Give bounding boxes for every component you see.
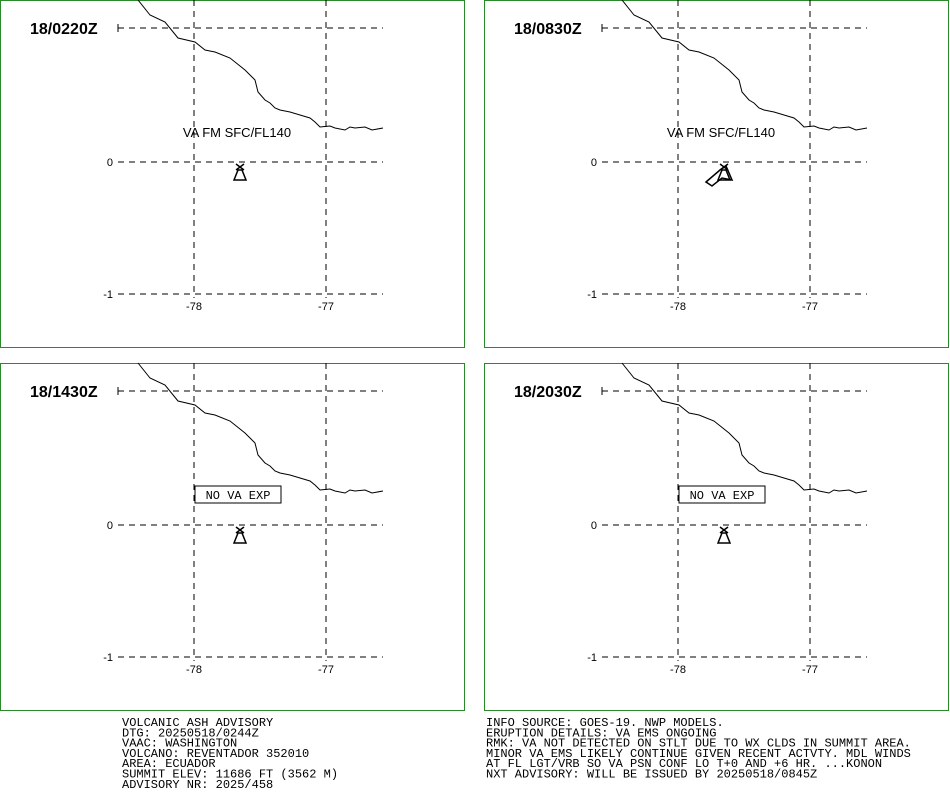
va-label: NO VA EXP — [206, 489, 271, 503]
lon-tick-label: -77 — [802, 664, 818, 676]
volcano-symbol — [716, 526, 732, 544]
panel-frame — [484, 0, 949, 348]
valid-time: 18/0220Z — [30, 21, 98, 38]
lat-tick-label: -1 — [103, 289, 113, 301]
advisory-line: VOLCANIC ASH ADVISORY — [122, 716, 273, 730]
label-box — [678, 485, 766, 504]
advisory-line: VAAC: WASHINGTON — [122, 737, 237, 751]
panel-frame — [0, 0, 465, 348]
advisory-line: AREA: ECUADOR — [122, 757, 216, 771]
lon-tick-label: -78 — [670, 664, 686, 676]
advisory-line: DTG: 20250518/0244Z — [122, 726, 259, 740]
map-panel: 0 -1 -78 -77 18/0830Z VA FM SFC/FL140 — [484, 0, 949, 348]
coastline — [621, 0, 868, 131]
advisory-line: VOLCANO: REVENTADOR 352010 — [122, 747, 309, 761]
advisory-line: SUMMIT ELEV: 11686 FT (3562 M) — [122, 768, 338, 782]
advisory-line: INFO SOURCE: GOES-19. NWP MODELS. — [486, 716, 724, 730]
lat-tick-label: 0 — [107, 520, 113, 532]
advisory-line: ERUPTION DETAILS: VA EMS ONGOING — [486, 726, 716, 740]
coastline — [621, 362, 868, 494]
advisory-line: AT FL LGT/VRB SO VA PSN CONF LO T+0 AND … — [486, 757, 882, 771]
valid-time: 18/1430Z — [30, 384, 98, 401]
advisory-line: ADVISORY NR: 2025/458 — [122, 778, 273, 792]
va-label: VA FM SFC/FL140 — [183, 125, 291, 140]
advisory-line: NXT ADVISORY: WILL BE ISSUED BY 20250518… — [486, 768, 817, 782]
valid-time: 18/2030Z — [514, 384, 582, 401]
lat-tick-label: -1 — [587, 652, 597, 664]
coastline — [137, 0, 384, 131]
lon-tick-label: -78 — [186, 301, 202, 313]
lat-tick-label: -1 — [587, 289, 597, 301]
advisory-line: RMK: VA NOT DETECTED ON STLT DUE TO WX C… — [486, 737, 911, 751]
lat-tick-label: 0 — [591, 520, 597, 532]
panel-frame — [0, 363, 465, 711]
lon-tick-label: -77 — [318, 664, 334, 676]
advisory-line: MINOR VA EMS LIKELY CONTINUE GIVEN RECEN… — [486, 747, 911, 761]
lat-tick-label: 0 — [107, 157, 113, 169]
coastline — [137, 362, 384, 494]
lat-tick-label: -1 — [103, 652, 113, 664]
label-box — [194, 485, 282, 504]
lon-tick-label: -77 — [802, 301, 818, 313]
panel-frame — [484, 363, 949, 711]
va-label: VA FM SFC/FL140 — [667, 125, 775, 140]
lat-tick-label: 0 — [591, 157, 597, 169]
volcano-symbol — [716, 163, 732, 181]
lon-tick-label: -78 — [670, 301, 686, 313]
volcano-symbol — [232, 163, 248, 181]
valid-time: 18/0830Z — [514, 21, 582, 38]
map-panel: 0 -1 -78 -77 18/0220Z VA FM SFC/FL140 — [0, 0, 465, 348]
map-panel: 0 -1 -78 -77 18/1430Z NO VA EXP — [0, 362, 465, 711]
va-label: NO VA EXP — [690, 489, 755, 503]
lon-tick-label: -78 — [186, 664, 202, 676]
lon-tick-label: -77 — [318, 301, 334, 313]
volcano-symbol — [232, 526, 248, 544]
map-panel: 0 -1 -78 -77 18/2030Z NO VA EXP — [484, 362, 949, 711]
